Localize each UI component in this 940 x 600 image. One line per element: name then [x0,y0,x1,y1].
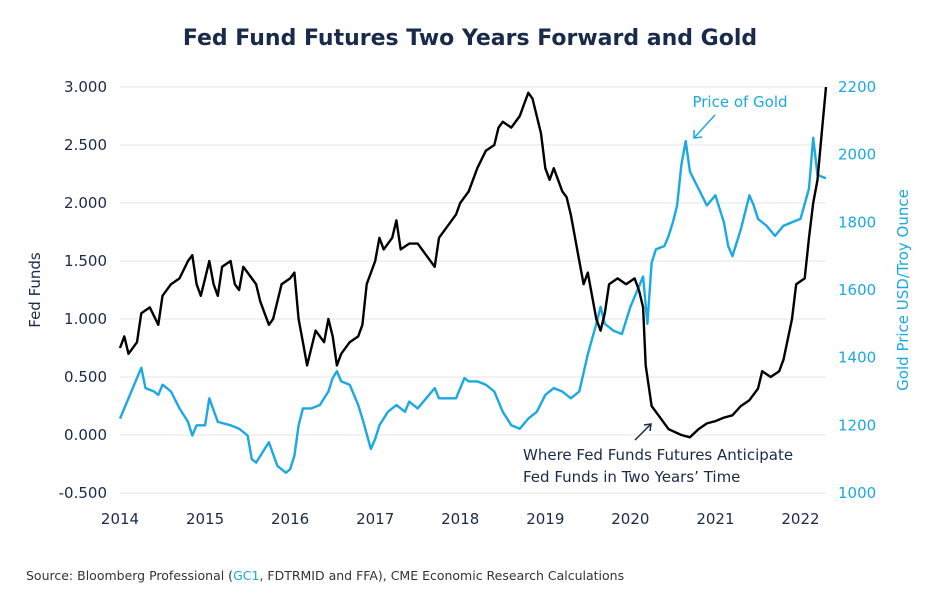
source-highlight: GC1 [233,568,260,583]
y-right-axis-ticks: 2200 2000 1800 1600 1400 1200 1000 [838,78,876,502]
fed-annotation-arrow [634,423,652,441]
x-tick-label: 2014 [101,510,139,528]
x-axis-ticks: 2014 2015 2016 2017 2018 2019 2020 2021 2022 [101,510,820,528]
y-right-tick-label: 2000 [838,146,876,164]
chart-title: Fed Fund Futures Two Years Forward and G… [182,26,758,51]
y-right-tick-label: 1400 [838,349,876,367]
source-suffix: , FDTRMID and FFA), CME Economic Researc… [259,568,625,583]
x-tick-label: 2021 [696,510,734,528]
gridlines [120,86,826,494]
x-tick-label: 2020 [611,510,649,528]
y-left-tick-label: 2.500 [64,136,107,154]
y-left-tick-label: 0.000 [64,426,107,444]
x-tick-label: 2015 [186,510,224,528]
fed-funds-line [118,86,828,439]
gold-annotation: Price of Gold [692,93,787,111]
y-right-tick-label: 1600 [838,281,876,299]
y-left-tick-label: 3.000 [64,78,107,96]
source-prefix: Source: Bloomberg Professional ( [26,568,234,583]
y-left-axis-ticks: 3.000 2.500 2.000 1.500 1.000 0.500 0.000 -0.50… [59,78,107,502]
y-left-tick-label: 0.500 [64,368,107,386]
y-right-tick-label: 1200 [838,416,876,434]
x-tick-label: 2017 [356,510,394,528]
y-right-tick-label: 1000 [838,484,876,502]
fed-arrow-head [643,423,652,432]
x-tick-label: 2018 [441,510,479,528]
x-tick-label: 2019 [526,510,564,528]
x-tick-label: 2016 [271,510,309,528]
y-right-tick-label: 2200 [838,78,876,96]
y-right-axis-label: Gold Price USD/Troy Ounce [894,189,912,391]
x-tick-label: 2022 [781,510,819,528]
gold-arrow-head [693,130,703,139]
fed-annotation-line1: Where Fed Funds Futures Anticipate [523,446,793,464]
y-right-tick-label: 1800 [838,213,876,231]
source-note: Source: Bloomberg Professional (GC1, FDT… [26,568,624,583]
fed-annotation-line2: Fed Funds in Two Years’ Time [523,468,740,486]
y-left-tick-label: 1.000 [64,310,107,328]
gold-line [118,136,827,474]
y-left-axis-label: Fed Funds [26,252,44,328]
gold-annotation-arrow [693,114,716,139]
y-left-tick-label: 2.000 [64,194,107,212]
y-left-tick-label: 1.500 [64,252,107,270]
y-left-tick-label: -0.500 [59,484,107,502]
